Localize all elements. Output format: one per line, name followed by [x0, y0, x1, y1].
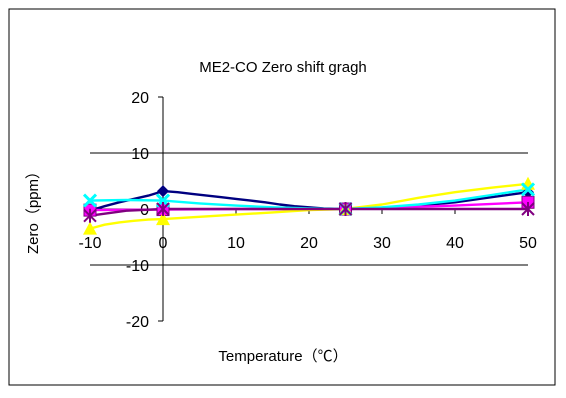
x-tick-label: 40: [446, 235, 464, 252]
markers-group: [82, 176, 536, 235]
series-line-5: [88, 207, 530, 217]
marker-triangle: [83, 221, 97, 235]
x-tick-label: -10: [78, 235, 101, 252]
marker-star: [156, 202, 170, 216]
marker-x-stroke: [82, 193, 98, 208]
marker-star: [83, 208, 97, 223]
marker-star: [338, 202, 353, 216]
marker-diamond: [157, 185, 169, 198]
marker-star: [521, 202, 535, 216]
x-tick-label: 0: [159, 235, 168, 252]
x-tick-label: 50: [519, 235, 537, 252]
chart-area-border: [8, 8, 556, 386]
marker-x: [82, 193, 98, 208]
y-tick-label: -10: [126, 258, 149, 275]
marker-x: [520, 182, 536, 197]
y-tick-label: -20: [126, 314, 149, 331]
x-tick-labels: -10 0 10 20 30 40 50: [78, 235, 537, 252]
x-tick-label: 30: [373, 235, 391, 252]
chart-title: ME2-CO Zero shift gragh: [199, 59, 367, 76]
x-tick-label: 20: [300, 235, 318, 252]
x-axis-label: Temperature（℃）: [218, 348, 347, 365]
marker-triangle: [156, 212, 170, 226]
y-tick-label: 20: [131, 90, 149, 107]
series-line-3: [88, 182, 530, 230]
y-tick-label: 10: [131, 146, 149, 163]
marker-x-stroke: [520, 182, 536, 197]
y-axis-label: Zero（ppm）: [25, 164, 42, 254]
x-tick-label: 10: [227, 235, 245, 252]
